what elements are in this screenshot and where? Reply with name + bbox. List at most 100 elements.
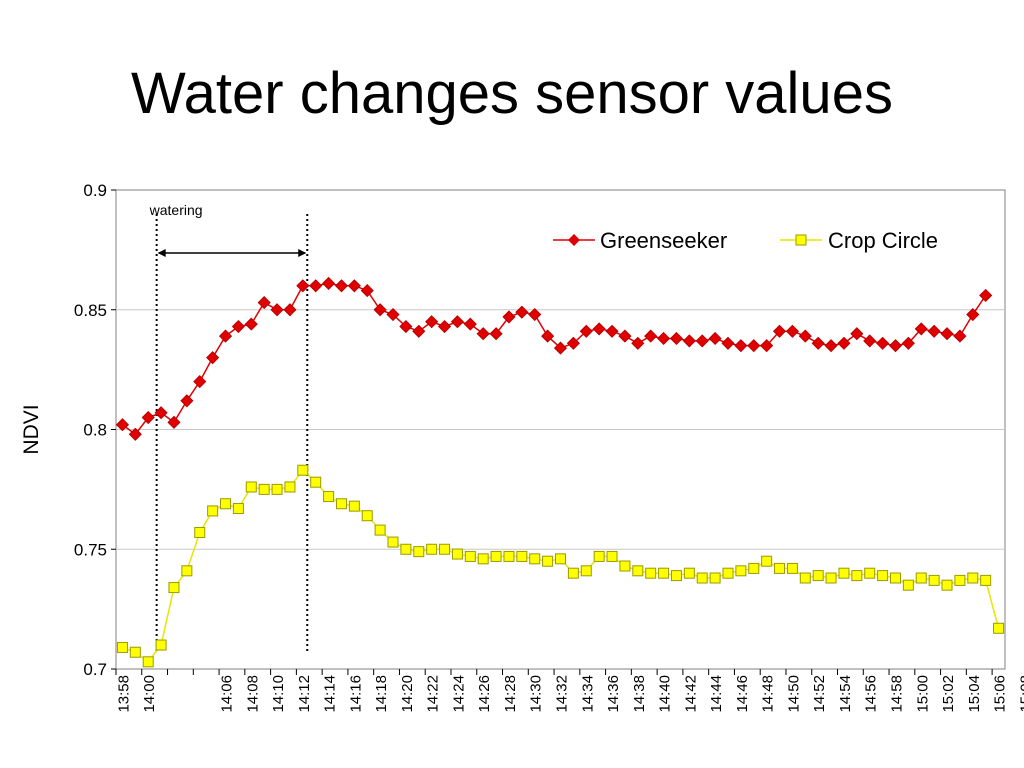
x-tick-label: 14:34 xyxy=(579,675,596,713)
greenseeker-point xyxy=(644,329,658,343)
greenseeker-point xyxy=(141,410,155,425)
greenseeker-point xyxy=(180,394,194,408)
x-tick-label: 14:32 xyxy=(554,675,571,713)
crop-circle-point xyxy=(774,562,786,574)
crop-circle-point xyxy=(477,553,489,565)
greenseeker-point xyxy=(669,331,684,346)
greenseeker-point xyxy=(682,334,696,348)
greenseeker-point xyxy=(657,331,671,346)
greenseeker-point xyxy=(901,336,915,350)
crop-circle-point xyxy=(658,567,670,579)
greenseeker-point xyxy=(244,317,258,331)
crop-circle-point xyxy=(980,574,992,586)
x-tick-label: 15:06 xyxy=(992,675,1009,713)
crop-circle-point xyxy=(696,572,708,584)
crop-circle-point xyxy=(670,570,682,582)
greenseeker-point xyxy=(631,336,645,350)
greenseeker-point xyxy=(347,279,361,293)
crop-circle-point xyxy=(426,543,438,555)
x-tick-label: 14:22 xyxy=(425,675,442,713)
greenseeker-point xyxy=(528,307,542,322)
greenseeker-point xyxy=(437,319,452,334)
x-tick-label: 15:02 xyxy=(940,675,957,713)
crop-circle-point xyxy=(593,550,605,562)
crop-circle-point xyxy=(542,555,554,567)
crop-circle-point xyxy=(761,555,773,567)
x-tick-label: 14:00 xyxy=(141,675,158,713)
x-tick-label: 15:00 xyxy=(914,675,931,713)
x-tick-label: 15:04 xyxy=(966,675,983,713)
crop-circle-point xyxy=(413,546,425,558)
watering-arrow-head-left xyxy=(157,249,166,257)
crop-circle-point xyxy=(503,550,515,562)
crop-circle-point xyxy=(825,572,837,584)
greenseeker-point xyxy=(128,427,142,441)
crop-circle-point xyxy=(632,565,644,577)
crop-circle-point xyxy=(310,476,322,488)
crop-circle-point xyxy=(709,572,721,584)
greenseeker-point xyxy=(553,341,568,355)
greenseeker-point xyxy=(734,339,748,353)
crop-circle-point xyxy=(245,481,257,493)
x-tick-label: 14:24 xyxy=(450,675,467,713)
crop-circle-point xyxy=(490,550,502,562)
crop-circle-point xyxy=(851,570,863,582)
crop-circle-point xyxy=(464,550,476,562)
greenseeker-point xyxy=(463,317,477,331)
crop-circle-point xyxy=(799,572,811,584)
greenseeker-point xyxy=(876,336,890,350)
legend-greenseeker-label: Greenseeker xyxy=(600,228,727,253)
x-tick-label: 14:46 xyxy=(734,675,751,713)
crop-circle-point xyxy=(258,483,270,495)
greenseeker-point xyxy=(322,276,336,290)
crop-circle-point xyxy=(645,567,657,579)
greenseeker-point xyxy=(476,327,490,341)
greenseeker-point xyxy=(193,375,207,389)
x-tick-label: 14:38 xyxy=(631,675,648,713)
crop-circle-point xyxy=(181,565,193,577)
greenseeker-point xyxy=(541,329,555,343)
greenseeker-point xyxy=(309,279,323,293)
crop-circle-point xyxy=(129,646,141,658)
greenseeker-point xyxy=(579,324,593,338)
crop-circle-point xyxy=(529,553,541,565)
y-axis-title: NDVI xyxy=(20,404,43,454)
legend-greenseeker-marker xyxy=(568,234,580,246)
greenseeker-point xyxy=(966,307,980,322)
greenseeker-point xyxy=(747,339,761,353)
greenseeker-point xyxy=(296,279,310,293)
crop-circle-point xyxy=(194,526,206,538)
greenseeker-point xyxy=(257,295,271,310)
greenseeker-point xyxy=(850,327,864,341)
crop-circle-point xyxy=(735,565,747,577)
x-tick-label: 14:08 xyxy=(244,675,261,713)
crop-circle-point xyxy=(993,622,1005,634)
crop-circle-point xyxy=(348,500,360,512)
greenseeker-point xyxy=(798,329,812,343)
crop-circle-point xyxy=(335,498,347,510)
crop-circle-point xyxy=(323,491,335,503)
greenseeker-point xyxy=(863,334,877,348)
greenseeker-point xyxy=(618,329,632,343)
y-tick-label: 0.85 xyxy=(74,301,107,320)
crop-circle-point xyxy=(915,572,927,584)
x-tick-label: 14:56 xyxy=(863,675,880,713)
y-tick-label: 0.8 xyxy=(83,421,107,440)
greenseeker-point xyxy=(412,324,426,338)
crop-circle-point xyxy=(748,562,760,574)
crop-circle-point xyxy=(967,572,979,584)
crop-circle-point xyxy=(142,656,154,668)
greenseeker-point xyxy=(979,288,993,302)
crop-circle-point xyxy=(271,483,283,495)
greenseeker-point xyxy=(837,336,851,350)
crop-circle-point xyxy=(439,543,451,555)
crop-circle-point xyxy=(555,553,566,565)
greenseeker-point xyxy=(334,279,349,293)
x-tick-label: 14:18 xyxy=(373,675,390,713)
crop-circle-point xyxy=(207,505,219,517)
greenseeker-point xyxy=(592,322,606,336)
greenseeker-point xyxy=(218,329,233,343)
crop-circle-point xyxy=(954,574,966,586)
crop-circle-point xyxy=(361,510,373,522)
